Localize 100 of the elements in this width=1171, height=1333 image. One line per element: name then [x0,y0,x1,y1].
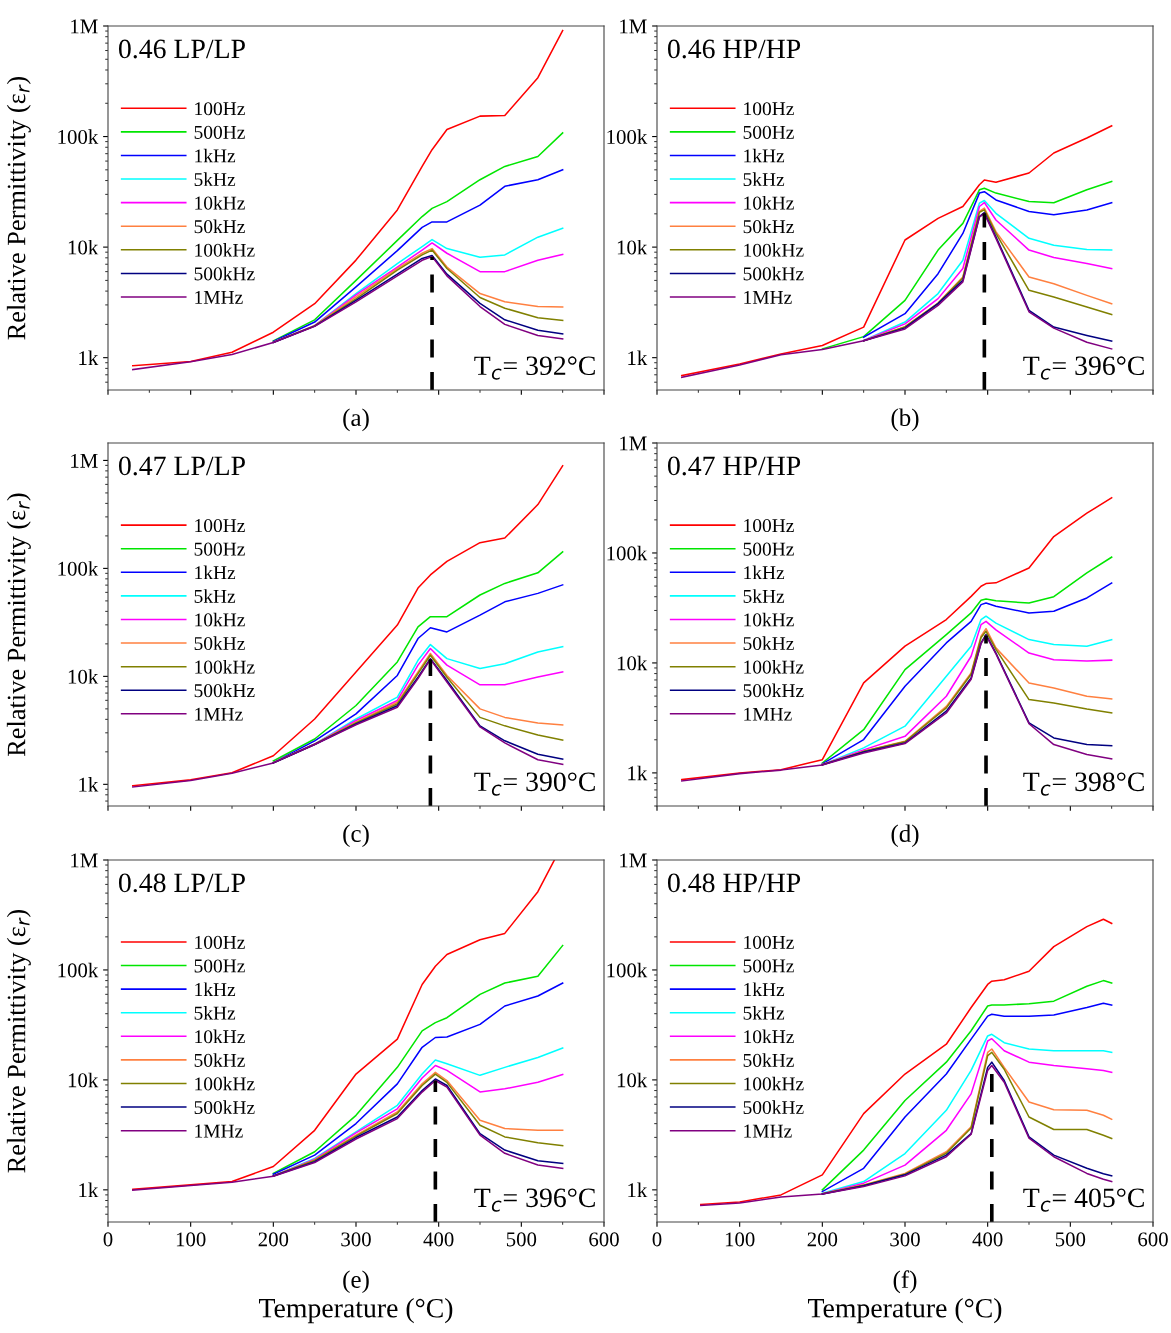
legend-label: 500kHz [743,1100,804,1115]
legend-label: 5kHz [743,589,785,603]
legend-label: 100Hz [744,519,794,533]
line-series [821,180,1113,350]
legend-label: 50kHz [194,219,245,234]
legend-label: 500Hz [743,542,794,556]
x-tick-label: 100 [176,1232,206,1247]
legend-label: 10kHz [195,195,245,210]
x-tick-label: 600 [1138,1232,1168,1247]
legend-label: 500kHz [743,266,804,281]
x-tick-label: 0 [652,1232,662,1247]
legend-label: 5kHz [743,172,785,187]
chart-title: 0.47 LP/LP [118,456,245,476]
chart-title: 0.48 LP/LP [118,873,245,893]
y-tick-label: 100k [607,962,648,978]
legend-label: 100kHz [744,243,804,257]
x-tick-label: 0 [103,1232,113,1247]
x-tick-label: 100 [725,1232,755,1247]
ref-line-label: T$_{c}$= 390°C [474,772,595,796]
legend-label: 500kHz [194,683,255,698]
y-tick-label: 1M [71,453,98,468]
legend-label: 1kHz [744,148,785,163]
y-tick-label: 1k [628,1182,648,1198]
y-tick-label: 1k [79,777,99,792]
y-tick-label: 10k [617,239,648,255]
y-tick-label: 1M [620,853,647,868]
legend-label: 100kHz [195,1076,255,1091]
ref-line-label: T$_{c}$= 405°C [1023,1188,1144,1212]
text: (a) [343,408,369,432]
x-tick-label: 200 [258,1232,289,1247]
y-tick-label: 1M [71,19,98,34]
x-axis-title: Temperature (°C) [258,1298,453,1324]
legend-label: 1kHz [195,565,236,580]
legend-label: 5kHz [194,589,236,603]
legend-label: 1MHz [195,707,243,721]
legend-label: 1kHz [744,982,785,996]
y-axis-title: Relative Permittivity (ε$_{r}$) [6,493,31,757]
line-series [272,132,564,342]
x-tick-label: 400 [423,1232,454,1247]
y-tick-label: 100k [58,561,99,576]
x-axis-title: Temperature (°C) [807,1298,1002,1324]
text: (b) [891,408,919,432]
legend-label: 5kHz [743,1006,785,1020]
legend-label: 10kHz [744,195,794,210]
legend-label: 5kHz [194,172,236,187]
legend-label: 10kHz [744,612,794,627]
y-tick-label: 10k [68,239,99,255]
legend-label: 1MHz [744,707,792,721]
y-tick-label: 1k [79,350,99,365]
ref-line-label: T$_{c}$= 396°C [474,1188,595,1212]
line-series [272,982,564,1175]
chart-title: 0.46 LP/LP [118,39,245,59]
legend-label: 1MHz [744,1124,792,1138]
legend-label: 50kHz [194,1053,245,1067]
x-tick-label: 300 [890,1232,920,1247]
legend-label: 500Hz [743,125,794,139]
legend-label: 1MHz [195,1124,243,1138]
legend-label: 1kHz [195,148,236,163]
legend-label: 10kHz [744,1029,794,1044]
text: (d) [891,824,919,848]
text: (f) [893,1270,917,1294]
line-series [272,551,564,762]
legend-label: 500Hz [743,959,794,973]
legend-label: 100kHz [744,659,804,674]
legend-label: 1MHz [195,290,243,304]
legend-label: 10kHz [195,612,245,627]
chart-title: 0.46 HP/HP [667,39,801,59]
legend-label: 500Hz [194,542,245,556]
x-tick-label: 300 [341,1232,371,1247]
legend-label: 500kHz [194,266,255,281]
text: (c) [343,824,369,848]
y-axis-title: Relative Permittivity (ε$_{r}$) [6,77,31,340]
legend-label: 100Hz [195,519,245,533]
y-tick-label: 100k [607,545,648,561]
legend-label: 50kHz [743,219,794,234]
chart-title: 0.47 HP/HP [667,456,801,476]
legend-label: 100Hz [744,102,794,116]
legend-label: 50kHz [743,1053,794,1067]
legend-label: 500kHz [194,1100,255,1115]
y-axis-title: Relative Permittivity (ε$_{r}$) [6,910,31,1173]
y-tick-label: 10k [617,1072,648,1088]
y-tick-label: 10k [68,1072,99,1088]
y-tick-label: 1k [79,1182,99,1198]
legend-label: 10kHz [195,1029,245,1044]
x-tick-label: 600 [589,1232,619,1247]
text: (e) [343,1270,369,1294]
legend-label: 100kHz [744,1076,804,1091]
legend-label: 50kHz [194,636,245,651]
legend-label: 100Hz [195,935,245,949]
legend-label: 100Hz [195,102,245,116]
ref-line-label: T$_{c}$= 392°C [474,356,595,380]
legend-label: 1MHz [744,290,792,304]
y-tick-label: 1M [620,436,647,451]
y-tick-label: 1k [628,350,648,365]
chart-title: 0.48 HP/HP [667,873,801,893]
legend-label: 100Hz [744,935,794,949]
legend-label: 500Hz [194,959,245,973]
y-tick-label: 1M [71,853,98,868]
y-tick-label: 10k [68,669,99,684]
legend-label: 5kHz [194,1006,236,1020]
